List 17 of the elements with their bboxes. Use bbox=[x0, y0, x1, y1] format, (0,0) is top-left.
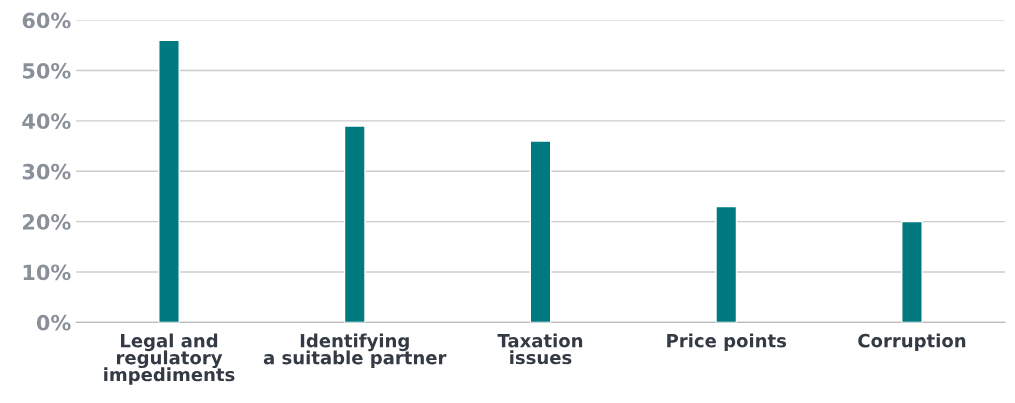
x-tick-label: Legal and regulatory impediments bbox=[104, 333, 235, 385]
bar bbox=[901, 220, 923, 323]
y-tick-label: 20% bbox=[23, 214, 71, 230]
bar bbox=[529, 140, 552, 323]
x-tick-label: Identifying a suitable partner bbox=[263, 333, 447, 368]
y-tick-label: 50% bbox=[23, 62, 71, 79]
x-tick-label: Corruption bbox=[858, 333, 966, 351]
bar bbox=[343, 125, 366, 323]
bar bbox=[158, 39, 180, 323]
y-tick-label: 0% bbox=[36, 314, 71, 331]
x-tick-label: Price points bbox=[667, 333, 787, 351]
x-tick-label: Taxation issues bbox=[497, 333, 583, 365]
y-tick-label: 60% bbox=[22, 12, 71, 29]
y-tick-label: 10% bbox=[23, 264, 71, 281]
y-tick-label: 30% bbox=[22, 163, 71, 180]
y-tick-label: 40% bbox=[22, 113, 71, 130]
bar bbox=[715, 205, 738, 323]
